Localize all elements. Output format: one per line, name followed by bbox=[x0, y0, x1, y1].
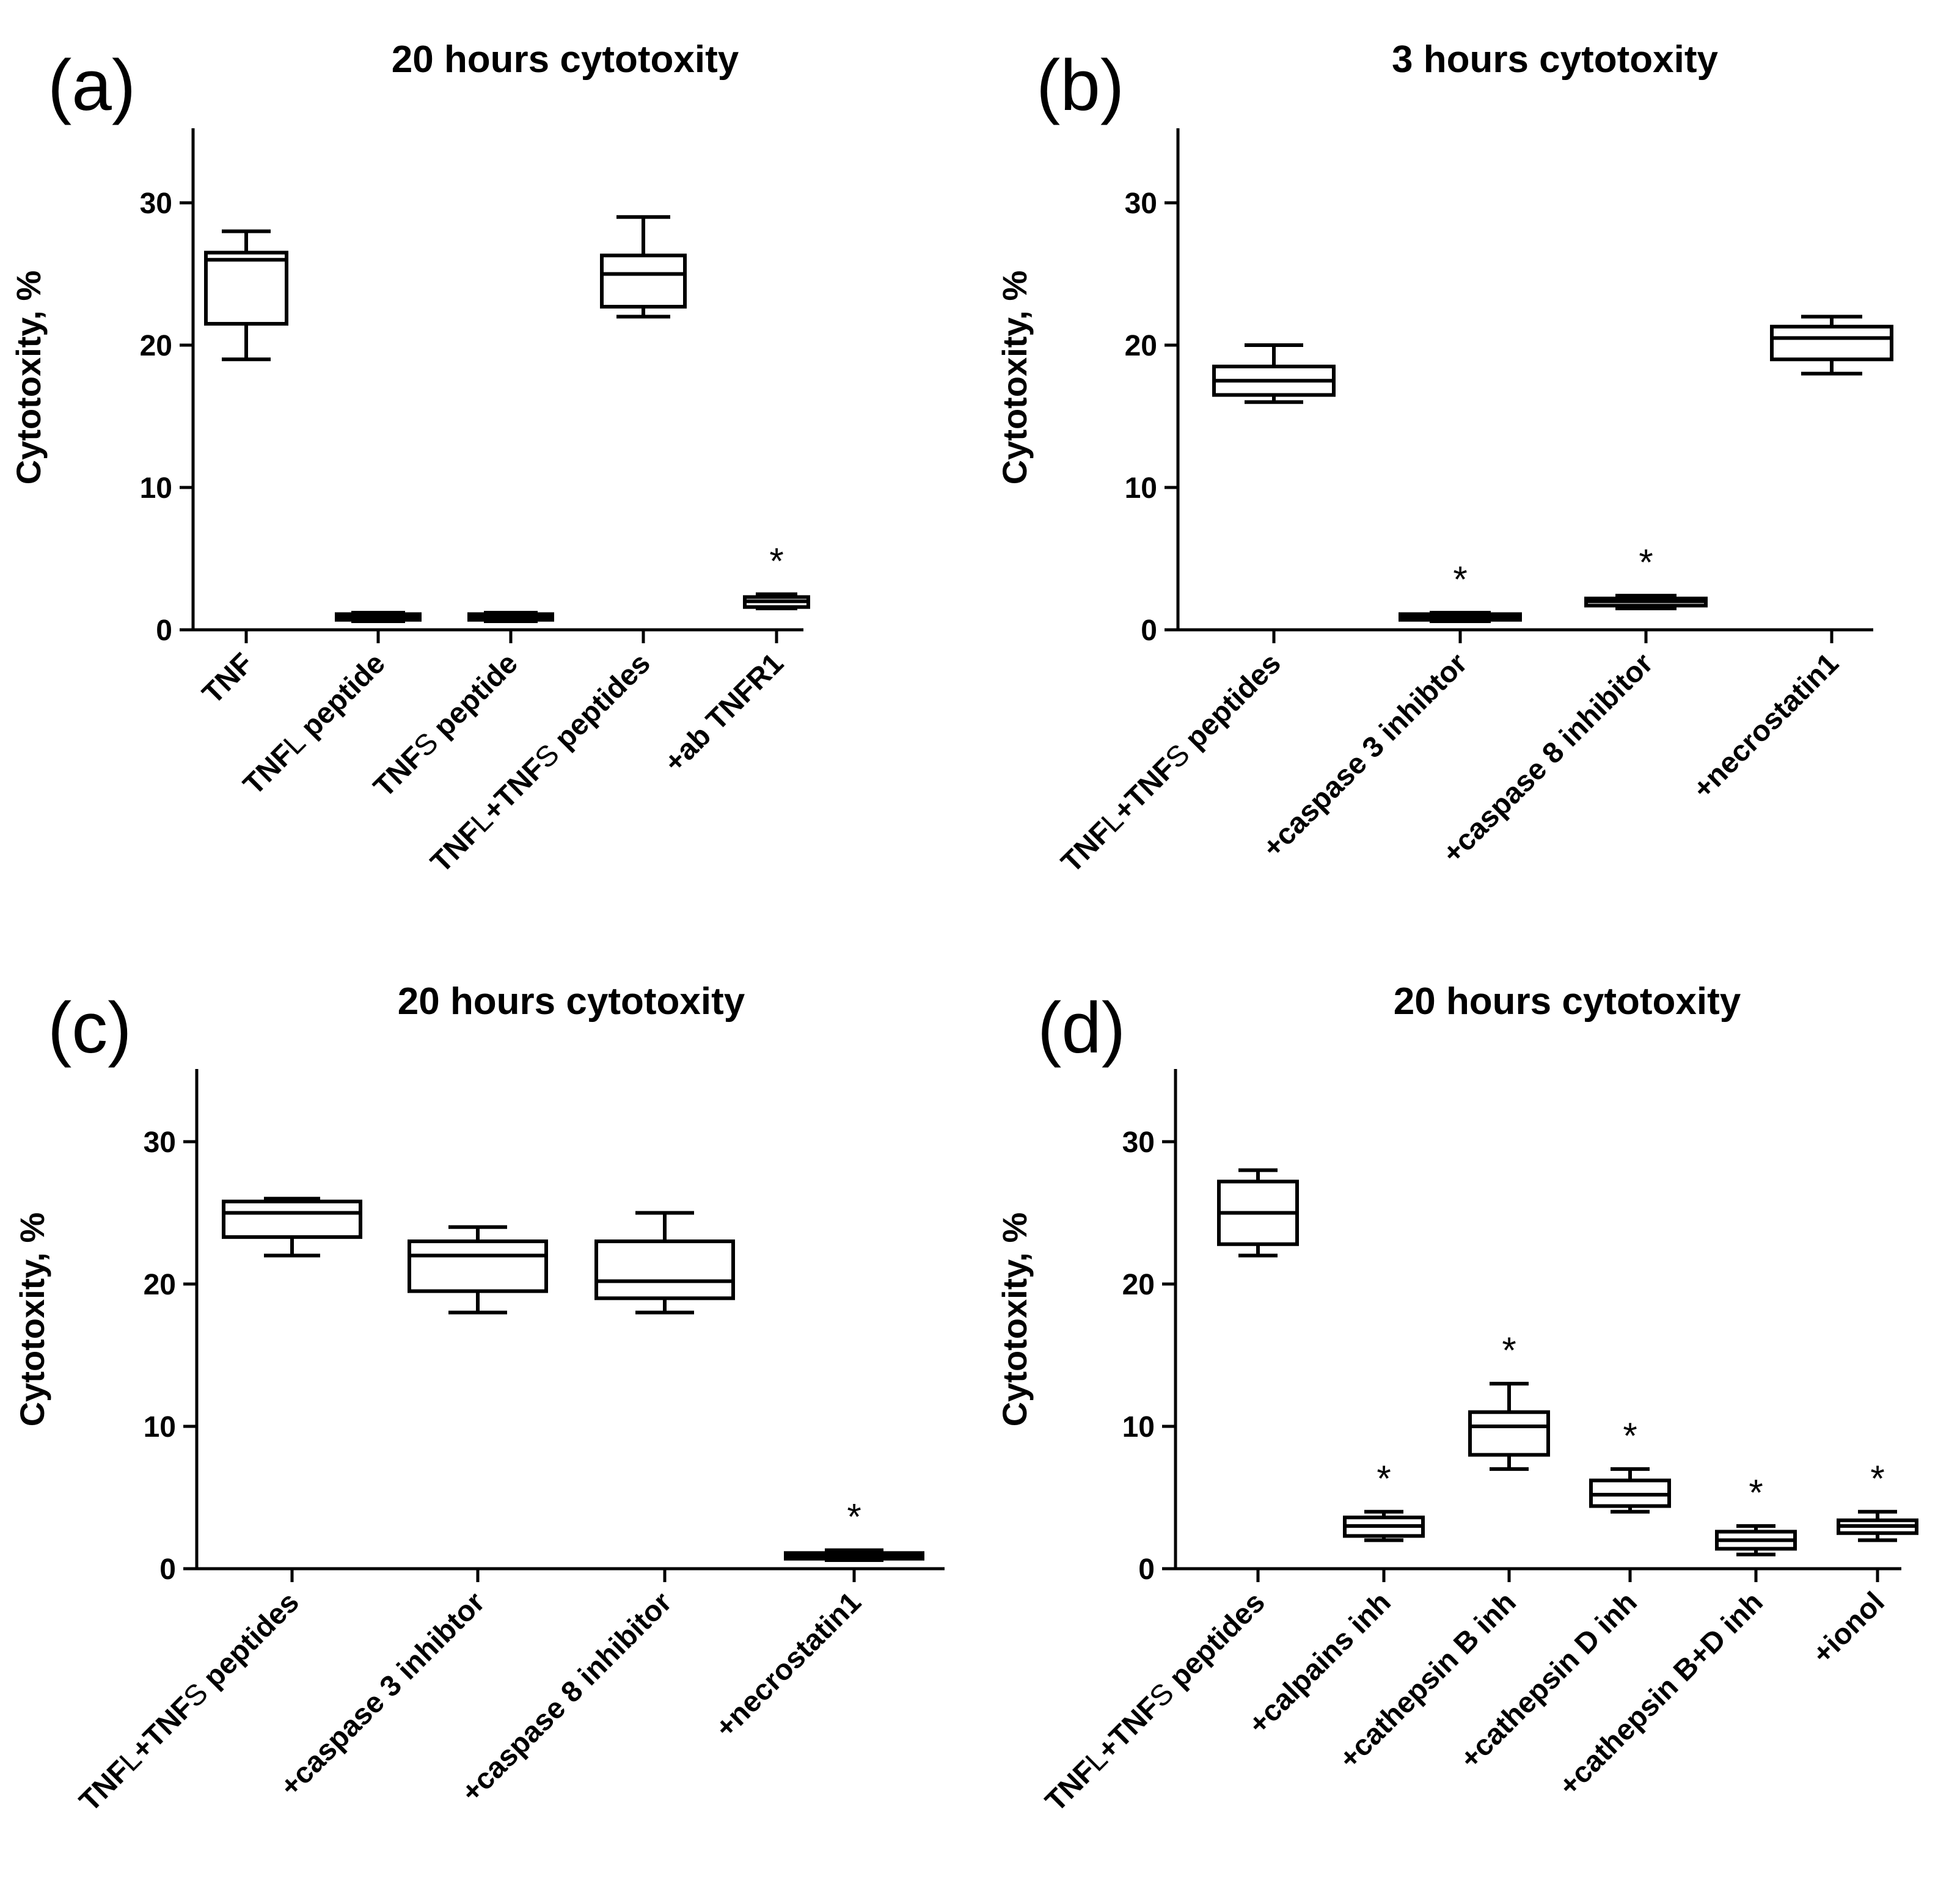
box-plot: * +ab TNFR1 bbox=[658, 541, 810, 779]
box-plot: * +ionol bbox=[1806, 1458, 1918, 1671]
significance-star: * bbox=[1377, 1458, 1391, 1499]
box-plot: * +caspase 8 inhibitor bbox=[1436, 542, 1708, 870]
y-tick-label: 30 bbox=[144, 1126, 176, 1159]
y-tick-label: 30 bbox=[1122, 1126, 1155, 1159]
y-axis-label: Cytotoxity, % bbox=[995, 271, 1034, 485]
chart-panel-c: (c) 20 hours cytotoxity Cytotoxity, % 0 10 20… bbox=[13, 980, 945, 1818]
box-iqr bbox=[600, 254, 687, 309]
panel-title: 3 hours cytotoxity bbox=[1392, 38, 1719, 81]
panel-letter: (b) bbox=[1036, 45, 1124, 126]
label-text: peptides bbox=[1157, 1586, 1271, 1699]
label-text: peptides bbox=[543, 647, 656, 761]
box-iqr bbox=[594, 1239, 735, 1301]
box-iqr bbox=[1770, 324, 1893, 362]
y-axis-label: Cytotoxity, % bbox=[9, 271, 48, 485]
x-category-label: TNF bbox=[196, 647, 259, 710]
box-iqr bbox=[1468, 1410, 1550, 1457]
label-text: +caspase 3 inhibtor bbox=[274, 1586, 491, 1803]
x-category-label: +cathepsin B+D inh bbox=[1552, 1586, 1769, 1802]
label-text: peptide bbox=[422, 647, 524, 750]
y-tick-label: 20 bbox=[140, 330, 172, 362]
y-tick-label: 0 bbox=[1138, 1553, 1155, 1586]
box-plot: +caspase 8 inhibitor bbox=[455, 1211, 735, 1809]
label-text: +caspase 3 inhibtor bbox=[1256, 647, 1473, 864]
significance-star: * bbox=[769, 541, 783, 582]
x-category-label: TNFL+TNFS peptides bbox=[425, 647, 657, 879]
label-text: +caspase 8 inhibitor bbox=[1436, 647, 1659, 870]
x-category-label: TNFL+TNFS peptides bbox=[1055, 647, 1287, 879]
significance-star: * bbox=[1870, 1458, 1884, 1499]
x-category-label: +ionol bbox=[1806, 1586, 1890, 1670]
y-tick-label: 10 bbox=[144, 1411, 176, 1443]
x-category-label: TNFL+TNFS peptides bbox=[73, 1586, 305, 1818]
y-tick-label: 10 bbox=[1122, 1411, 1155, 1443]
box-plot: TNFL+TNFS peptides bbox=[1055, 343, 1336, 879]
x-category-label: +caspase 3 inhibtor bbox=[274, 1586, 491, 1803]
panel-title: 20 hours cytotoxity bbox=[392, 38, 739, 81]
box-plot: * +necrostatin1 bbox=[709, 1497, 924, 1744]
box-plot: TNFL+TNFS peptides bbox=[425, 215, 687, 879]
panel-letter: (a) bbox=[48, 45, 136, 126]
box-plot: +caspase 3 inhibtor bbox=[274, 1225, 548, 1803]
x-category-label: TNFL+TNFS peptides bbox=[1039, 1586, 1271, 1818]
significance-star: * bbox=[1749, 1472, 1763, 1513]
label-text: peptides bbox=[191, 1586, 305, 1699]
x-category-label: +necrostatin1 bbox=[709, 1586, 868, 1744]
x-category-label: +ab TNFR1 bbox=[658, 647, 790, 779]
y-tick-label: 30 bbox=[1125, 188, 1157, 220]
label-text: +cathepsin B+D inh bbox=[1552, 1586, 1769, 1802]
label-text: TNF bbox=[196, 647, 259, 710]
y-tick-label: 0 bbox=[159, 1553, 176, 1586]
label-text: +caspase 8 inhibitor bbox=[455, 1586, 678, 1809]
panel-letter: (d) bbox=[1037, 988, 1125, 1068]
box-iqr bbox=[204, 250, 288, 326]
panel-title: 20 hours cytotoxity bbox=[1394, 980, 1741, 1023]
significance-star: * bbox=[1623, 1415, 1637, 1456]
label-text: +necrostatin1 bbox=[709, 1586, 868, 1744]
box-iqr bbox=[408, 1239, 548, 1293]
panel-title: 20 hours cytotoxity bbox=[398, 980, 745, 1023]
chart-panel-b: (b) 3 hours cytotoxity Cytotoxity, % 0 10 20 3… bbox=[995, 38, 1893, 879]
y-tick-label: 20 bbox=[1122, 1269, 1155, 1301]
label-text: +ionol bbox=[1806, 1586, 1890, 1670]
significance-star: * bbox=[1502, 1330, 1516, 1371]
y-axis-label: Cytotoxity, % bbox=[13, 1213, 51, 1427]
chart-panel-a: (a) 20 hours cytotoxity Cytotoxity, % 0 10 20… bbox=[9, 38, 810, 879]
label-text: +necrostatin1 bbox=[1687, 647, 1845, 805]
y-axis-label: Cytotoxity, % bbox=[995, 1213, 1034, 1427]
box-plot: TNF bbox=[196, 229, 288, 710]
label-text: peptide bbox=[289, 647, 392, 750]
panel-letter: (c) bbox=[48, 988, 132, 1068]
box-iqr bbox=[222, 1199, 362, 1239]
label-text: peptides bbox=[1173, 647, 1287, 761]
y-tick-label: 20 bbox=[1125, 330, 1157, 362]
significance-star: * bbox=[1639, 542, 1653, 583]
y-tick-label: 10 bbox=[1125, 472, 1157, 505]
x-category-label: +caspase 3 inhibtor bbox=[1256, 647, 1473, 864]
significance-star: * bbox=[1453, 559, 1467, 600]
x-category-label: +caspase 8 inhibitor bbox=[1436, 647, 1659, 870]
box-plot: TNFL+TNFS peptides bbox=[73, 1197, 362, 1818]
x-category-label: +necrostatin1 bbox=[1687, 647, 1845, 805]
x-category-label: +caspase 8 inhibitor bbox=[455, 1586, 678, 1809]
x-category-label: TNFL peptide bbox=[237, 647, 391, 801]
chart-panel-d: (d) 20 hours cytotoxity Cytotoxity, % 0 10 20… bbox=[995, 980, 1918, 1818]
y-tick-label: 10 bbox=[140, 472, 172, 505]
y-tick-label: 20 bbox=[144, 1269, 176, 1301]
label-text: +ab TNFR1 bbox=[658, 647, 790, 779]
y-tick-label: 0 bbox=[156, 615, 172, 647]
y-tick-label: 30 bbox=[140, 188, 172, 220]
significance-star: * bbox=[847, 1497, 861, 1538]
box-plot: +necrostatin1 bbox=[1687, 315, 1893, 805]
y-tick-label: 0 bbox=[1141, 615, 1157, 647]
